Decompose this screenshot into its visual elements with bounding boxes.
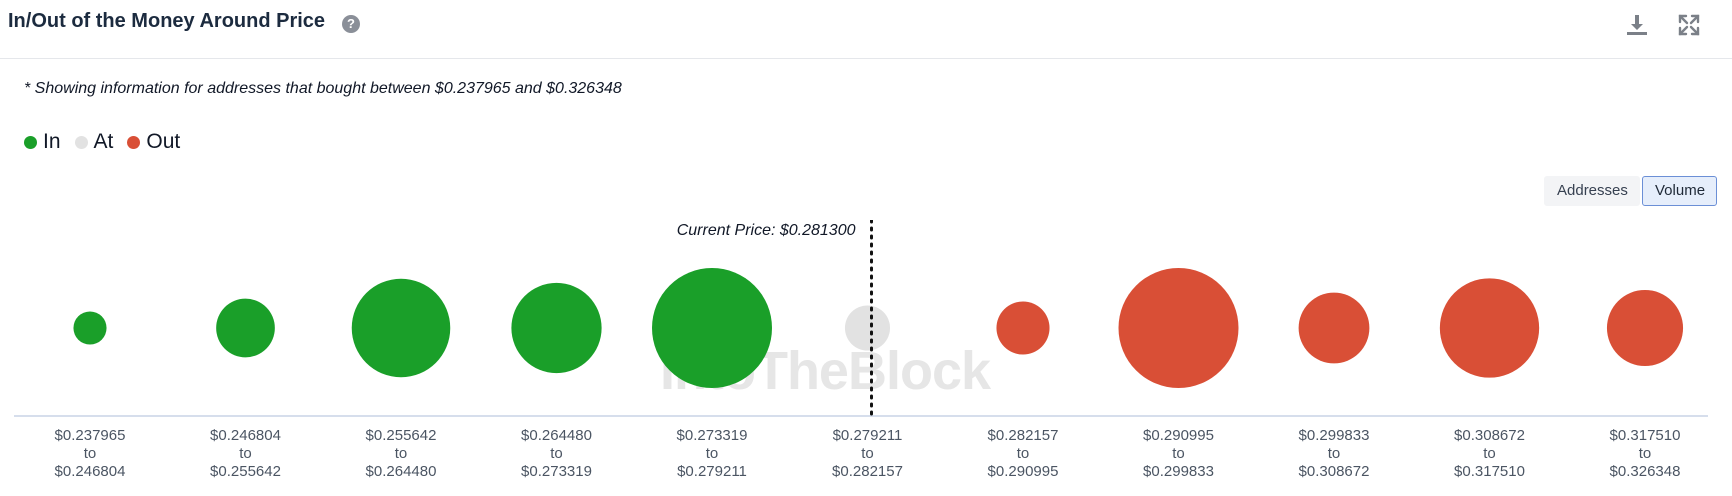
bubble-chart: $0.237965to$0.246804$0.246804to$0.255642… (14, 220, 1708, 480)
tick-label-to: to (1328, 445, 1341, 462)
bubble-in[interactable] (216, 298, 275, 358)
tick-label-to-value: $0.299833 (1143, 463, 1214, 480)
tick-label-to-value: $0.264480 (366, 463, 437, 480)
bubble-in[interactable] (652, 268, 772, 388)
legend-label-in: In (43, 130, 61, 153)
bubble-out[interactable] (1118, 268, 1239, 388)
current-price-label: Current Price: $0.281300 (677, 222, 856, 239)
tick-label-from: $0.264480 (521, 427, 592, 444)
tick-label-to: to (395, 445, 408, 462)
tick-label-from: $0.282157 (988, 427, 1059, 444)
metric-toggle: Addresses Volume (1544, 176, 1717, 206)
tick-label-from: $0.299833 (1299, 427, 1370, 444)
tick-label-from: $0.279211 (833, 427, 903, 444)
tick-label-to: to (1639, 445, 1652, 462)
download-icon[interactable] (1624, 12, 1650, 38)
legend: In At Out (24, 130, 180, 154)
addresses-toggle-button[interactable]: Addresses (1544, 176, 1640, 206)
legend-item-out[interactable]: Out (127, 130, 180, 154)
legend-dot-out (127, 135, 141, 149)
tick-label-to: to (706, 445, 719, 462)
tick-label-from: $0.246804 (210, 427, 281, 444)
bubble-in[interactable] (511, 282, 602, 374)
tick-label-to: to (861, 445, 874, 462)
bubble-out[interactable] (1439, 278, 1540, 378)
volume-toggle-button[interactable]: Volume (1642, 176, 1717, 206)
expand-icon[interactable] (1676, 12, 1702, 38)
tick-label-to: to (1017, 445, 1030, 462)
range-note: * Showing information for addresses that… (24, 80, 622, 97)
legend-item-in[interactable]: In (24, 130, 61, 154)
bubble-in[interactable] (351, 278, 451, 378)
bubble-in[interactable] (73, 311, 107, 345)
tick-label-to-value: $0.273319 (521, 463, 592, 480)
chart-header: In/Out of the Money Around Price ? (0, 0, 1732, 59)
tick-label-from: $0.237965 (55, 427, 126, 444)
tick-label-to-value: $0.308672 (1299, 463, 1370, 480)
tick-label-to-value: $0.279211 (677, 463, 747, 480)
chart-title: In/Out of the Money Around Price (8, 10, 326, 32)
tick-label-to: to (239, 445, 252, 462)
tick-label-to-value: $0.326348 (1610, 463, 1681, 480)
tick-label-to-value: $0.246804 (55, 463, 126, 480)
bubble-out[interactable] (996, 301, 1050, 355)
tick-label-to: to (1172, 445, 1185, 462)
legend-dot-at (74, 135, 88, 149)
tick-label-to: to (84, 445, 97, 462)
bubble-out[interactable] (1606, 289, 1684, 367)
legend-label-at: At (93, 130, 114, 153)
tick-label-from: $0.317510 (1610, 427, 1681, 444)
tick-label-from: $0.308672 (1454, 427, 1525, 444)
tick-label-to: to (550, 445, 563, 462)
tick-label-to: to (1483, 445, 1496, 462)
tick-label-from: $0.255642 (366, 427, 437, 444)
legend-dot-in (24, 135, 37, 149)
legend-item-at[interactable]: At (74, 130, 114, 154)
bubble-out[interactable] (1298, 292, 1370, 364)
tick-label-from: $0.273319 (677, 427, 748, 444)
tick-label-to-value: $0.282157 (832, 463, 903, 480)
legend-label-out: Out (146, 130, 181, 153)
tick-label-from: $0.290995 (1143, 427, 1214, 444)
tick-label-to-value: $0.317510 (1454, 463, 1525, 480)
bubble-at[interactable] (844, 305, 891, 351)
tick-label-to-value: $0.255642 (210, 463, 281, 480)
question-circle-icon[interactable]: ? (342, 15, 360, 33)
tick-label-to-value: $0.290995 (988, 463, 1059, 480)
